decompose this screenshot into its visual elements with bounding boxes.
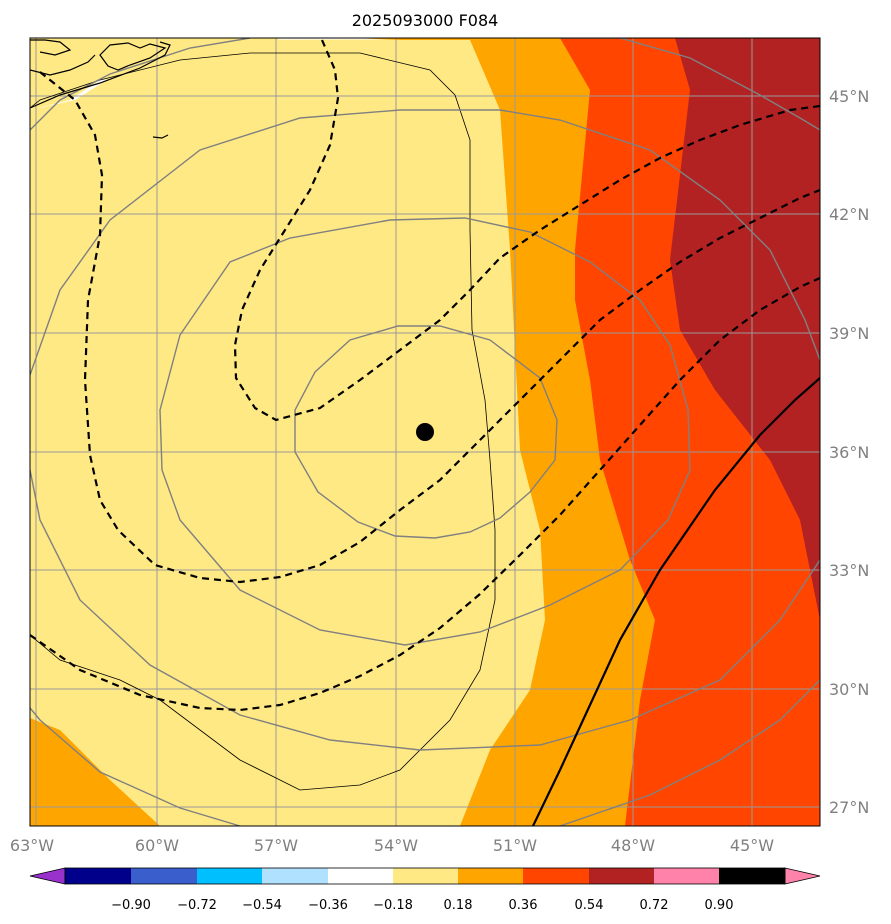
lon-label-51w: 51°W [493, 836, 537, 855]
colorbar-segment-1 [65, 868, 131, 884]
height-contour-ring-4 [30, 38, 820, 826]
lat-label-30n: 30°N [829, 680, 869, 699]
figure-title: 2025093000 F084 [352, 11, 499, 30]
colorbar-segment-5 [328, 868, 393, 884]
dashed-contours [30, 39, 820, 712]
lon-label-57w: 57°W [254, 836, 298, 855]
dashed-contour-middle [39, 71, 820, 584]
lon-label-63w: 63°W [10, 836, 54, 855]
colorbar-extend-low [29, 867, 66, 885]
lat-label-45n: 45°N [829, 87, 869, 106]
solid-contour [532, 377, 820, 826]
lat-label-42n: 42°N [829, 205, 869, 224]
colorbar-segment-2 [131, 868, 197, 884]
fill-band-036-054-southwest [30, 718, 160, 826]
colorbar-tick-4: −0.36 [308, 898, 348, 913]
height-contour-ring-1 [294, 325, 558, 539]
lon-label-48w: 48°W [611, 836, 655, 855]
thin-contour-018 [30, 52, 496, 791]
map-area [30, 38, 820, 826]
coastline-sable-island [152, 134, 169, 139]
height-contours [30, 38, 820, 826]
graticule [30, 38, 820, 826]
colorbar-tick-10: 0.90 [705, 898, 734, 913]
lat-label-36n: 36°N [829, 443, 869, 462]
fill-band-072-090 [670, 38, 820, 620]
lat-label-27n: 27°N [829, 798, 869, 817]
colorbar-outline [64, 867, 786, 885]
coastline [30, 39, 171, 139]
lon-label-60w: 60°W [135, 836, 179, 855]
coastline-islands [99, 42, 167, 71]
colorbar-tick-7: 0.36 [509, 898, 538, 913]
colorbar-tick-6: 0.18 [444, 898, 473, 913]
longitude-labels: 63°W 60°W 57°W 54°W 51°W 48°W 45°W [10, 836, 774, 855]
colorbar-segment-10 [654, 868, 719, 884]
height-contour-ring-3 [30, 109, 820, 751]
colorbar: −0.90 −0.72 −0.54 −0.36 −0.18 0.18 0.36 … [29, 867, 821, 913]
colorbar-segment-6 [393, 868, 458, 884]
colorbar-tick-9: 0.72 [640, 898, 669, 913]
colorbar-tick-1: −0.90 [111, 898, 151, 913]
colorbar-segment-3 [197, 868, 262, 884]
lat-label-33n: 33°N [829, 561, 869, 580]
colorbar-segment-7 [458, 868, 523, 884]
colorbar-tick-2: −0.72 [177, 898, 217, 913]
lon-label-45w: 45°W [730, 836, 774, 855]
storm-center-marker [416, 423, 434, 441]
colorbar-extend-high [784, 867, 821, 885]
colorbar-tick-8: 0.54 [575, 898, 604, 913]
map-frame [29, 37, 821, 827]
latitude-labels: 45°N 42°N 39°N 36°N 33°N 30°N 27°N [829, 87, 869, 817]
colorbar-tick-3: −0.54 [242, 898, 282, 913]
lat-label-39n: 39°N [829, 324, 869, 343]
height-contour-ring-2 [159, 217, 691, 646]
dashed-contour-outer [30, 276, 820, 712]
colorbar-segment-9 [589, 868, 654, 884]
colorbar-segment-4 [262, 868, 328, 884]
colorbar-segment-8 [523, 868, 589, 884]
coastline-nova-scotia [30, 39, 171, 109]
colorbar-segment-11 [719, 868, 785, 884]
colorbar-tick-5: −0.18 [373, 898, 413, 913]
lon-label-54w: 54°W [374, 836, 418, 855]
dashed-contour-inner [233, 39, 820, 422]
